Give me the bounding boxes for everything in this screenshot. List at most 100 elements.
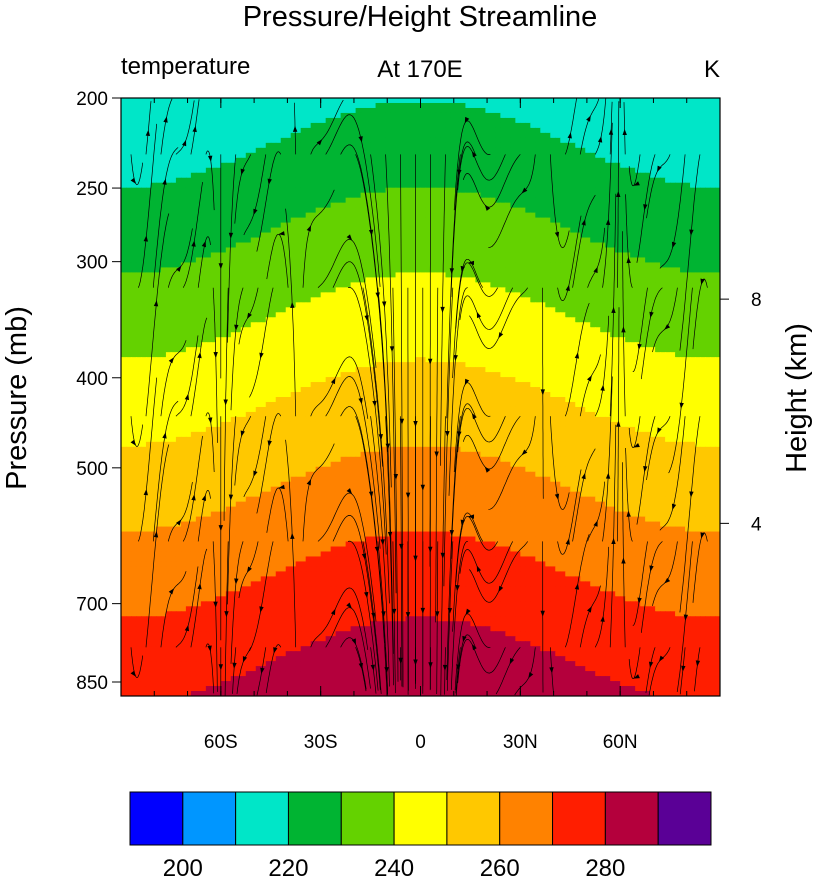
- contour-cell: [365, 162, 372, 169]
- contour-cell: [705, 232, 711, 239]
- contour-cell: [400, 112, 407, 119]
- contour-cell: [320, 287, 327, 293]
- contour-cell: [675, 267, 681, 274]
- contour-cell: [545, 122, 551, 129]
- contour-cell: [125, 107, 132, 114]
- contour-cell: [390, 167, 397, 174]
- contour-cell: [655, 257, 661, 264]
- contour-cell: [385, 157, 392, 164]
- contour-cell: [400, 242, 407, 249]
- contour-cell: [260, 272, 267, 278]
- contour-cell: [315, 227, 322, 234]
- contour-cell: [535, 107, 541, 114]
- contour-cell: [235, 127, 242, 134]
- contour-cell: [360, 98, 367, 104]
- contour-cell: [405, 302, 412, 308]
- contour-cell: [275, 197, 282, 204]
- contour-cell: [655, 98, 661, 104]
- contour-cell: [210, 102, 217, 109]
- contour-cell: [350, 98, 357, 104]
- contour-cell: [395, 182, 402, 189]
- contour-cell: [555, 202, 561, 209]
- contour-cell: [220, 177, 227, 184]
- contour-cell: [280, 192, 287, 199]
- contour-cell: [205, 297, 212, 303]
- contour-cell: [545, 142, 551, 149]
- contour-cell: [705, 112, 711, 119]
- contour-cell: [420, 142, 427, 149]
- contour-cell: [305, 192, 312, 199]
- contour-cell: [140, 277, 147, 283]
- contour-cell: [610, 297, 616, 303]
- contour-cell: [240, 287, 247, 293]
- contour-cell: [345, 177, 352, 184]
- contour-cell: [340, 142, 347, 149]
- contour-cell: [435, 117, 442, 124]
- contour-cell: [680, 252, 686, 259]
- contour-cell: [555, 102, 561, 109]
- contour-cell: [350, 102, 357, 109]
- contour-cell: [125, 157, 132, 164]
- contour-cell: [125, 132, 132, 139]
- contour-cell: [385, 152, 392, 159]
- contour-cell: [630, 297, 636, 303]
- contour-cell: [175, 282, 182, 288]
- contour-cell: [225, 212, 232, 219]
- contour-cell: [270, 227, 277, 234]
- contour-cell: [180, 267, 187, 274]
- contour-cell: [530, 237, 536, 244]
- contour-cell: [630, 247, 636, 254]
- contour-cell: [255, 297, 262, 303]
- contour-cell: [335, 247, 342, 254]
- contour-cell: [145, 302, 152, 308]
- contour-cell: [500, 277, 506, 283]
- contour-cell: [130, 187, 137, 194]
- contour-cell: [275, 112, 282, 119]
- contour-cell: [705, 277, 711, 283]
- contour-cell: [690, 147, 696, 154]
- contour-cell: [695, 122, 701, 129]
- contour-cell: [600, 292, 606, 298]
- contour-cell: [145, 112, 152, 119]
- contour-cell: [315, 232, 322, 239]
- contour-cell: [285, 122, 292, 129]
- contour-cell: [175, 272, 182, 278]
- contour-cell: [365, 137, 372, 144]
- contour-cell: [210, 272, 217, 278]
- contour-cell: [575, 167, 581, 174]
- contour-cell: [430, 297, 437, 303]
- contour-cell: [210, 98, 217, 104]
- contour-cell: [360, 197, 367, 204]
- contour-cell: [440, 182, 447, 189]
- contour-cell: [495, 157, 501, 164]
- contour-cell: [620, 202, 626, 209]
- contour-cell: [210, 237, 217, 244]
- contour-cell: [715, 127, 720, 134]
- contour-cell: [165, 217, 172, 224]
- contour-cell: [685, 112, 691, 119]
- contour-cell: [450, 147, 457, 154]
- contour-cell: [665, 247, 671, 254]
- contour-cell: [175, 152, 182, 159]
- contour-cell: [205, 287, 212, 293]
- contour-cell: [545, 147, 551, 154]
- contour-cell: [670, 147, 676, 154]
- contour-cell: [305, 207, 312, 214]
- contour-cell: [645, 157, 651, 164]
- contour-cell: [580, 242, 586, 249]
- contour-cell: [230, 302, 237, 308]
- contour-cell: [475, 232, 481, 239]
- contour-cell: [215, 222, 222, 229]
- contour-cell: [320, 192, 327, 199]
- contour-cell: [465, 232, 472, 239]
- contour-cell: [305, 162, 312, 169]
- contour-cell: [625, 122, 631, 129]
- contour-cell: [510, 142, 516, 149]
- contour-cell: [240, 192, 247, 199]
- contour-cell: [570, 237, 576, 244]
- contour-cell: [655, 182, 661, 189]
- contour-cell: [695, 257, 701, 264]
- contour-cell: [160, 227, 167, 234]
- contour-cell: [135, 207, 142, 214]
- contour-cell: [245, 232, 252, 239]
